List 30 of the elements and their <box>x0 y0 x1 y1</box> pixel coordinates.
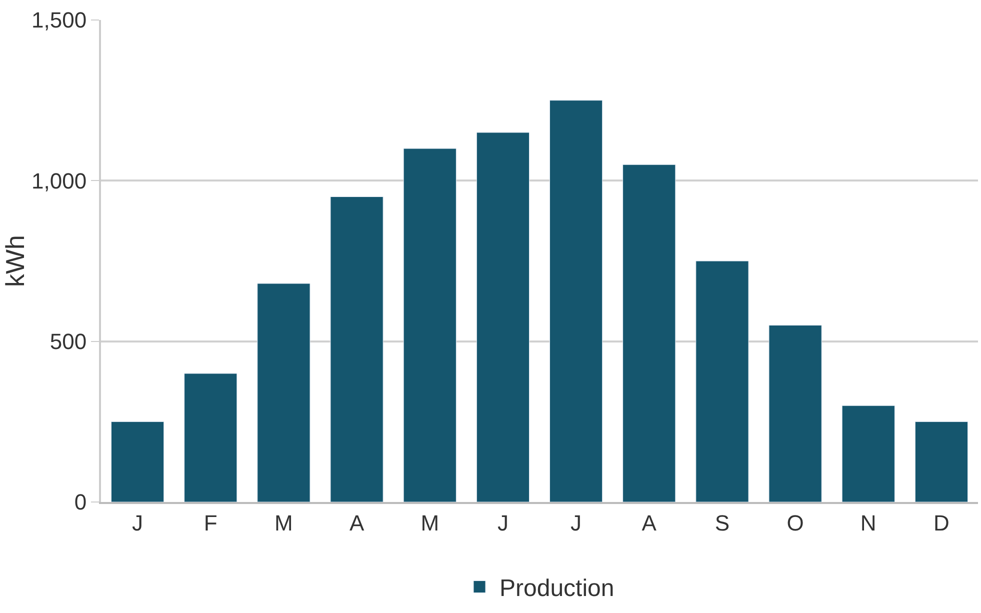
x-tick-label: J <box>570 510 582 536</box>
bar <box>257 283 310 502</box>
bar <box>768 325 822 502</box>
x-tick-label: M <box>274 510 293 536</box>
bar <box>696 260 749 502</box>
x-tick-label: J <box>497 510 508 536</box>
bar <box>549 100 603 502</box>
bar <box>110 421 164 502</box>
bar <box>330 196 384 502</box>
bar <box>914 421 968 502</box>
bar <box>476 132 530 502</box>
x-tick-label: A <box>349 510 364 536</box>
bar <box>842 405 895 502</box>
bar <box>184 373 238 502</box>
x-tick-label: D <box>934 510 950 536</box>
y-tick-label: 0 <box>74 490 87 515</box>
x-tick-label: A <box>642 510 657 536</box>
x-tick-label: S <box>714 510 730 536</box>
legend-label: Production <box>500 575 614 602</box>
y-tick-label: 1,000 <box>32 168 87 194</box>
bar <box>403 148 456 502</box>
y-axis-title: kWh <box>0 235 30 287</box>
x-tick-label: N <box>860 510 876 536</box>
x-tick-label: M <box>420 510 440 536</box>
bar <box>622 164 676 502</box>
y-tick-label: 500 <box>50 329 87 354</box>
x-tick-label: J <box>132 510 144 536</box>
x-tick-label: F <box>204 510 218 536</box>
y-tick-label: 1,500 <box>32 8 87 33</box>
x-tick-label: O <box>786 510 804 536</box>
